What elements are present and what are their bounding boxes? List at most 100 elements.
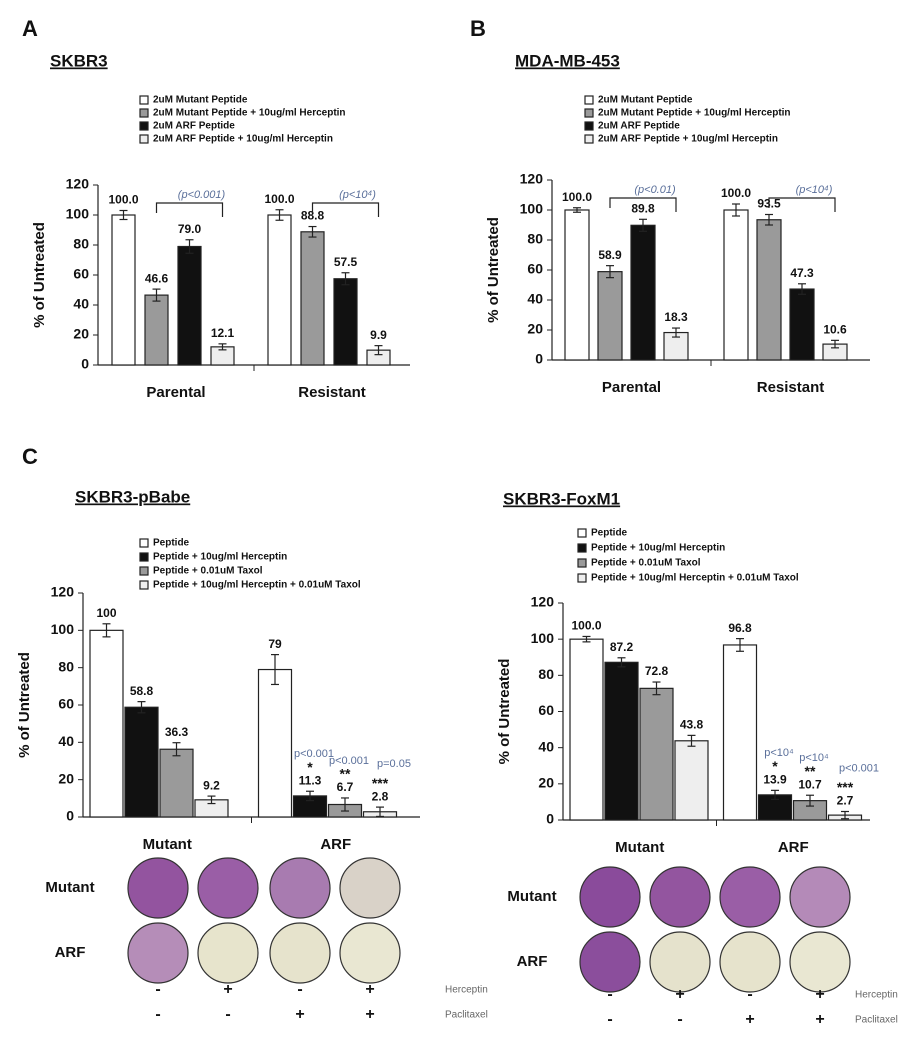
bar <box>789 288 815 361</box>
y-tick-label: 100 <box>531 630 555 646</box>
bar <box>267 214 292 366</box>
bar <box>756 219 782 361</box>
p-value: (p<0.001) <box>178 189 226 201</box>
treatment-sign: + <box>295 1006 304 1023</box>
legend-label: Peptide + 0.01uM Taxol <box>153 566 263 577</box>
x-tick-label: ARF <box>320 836 351 853</box>
y-axis-label: % of Untreated <box>485 217 502 323</box>
row-label: Mutant <box>507 888 556 905</box>
bar <box>723 209 749 361</box>
legend-swatch <box>139 566 149 576</box>
legend-label: 2uM ARF Peptide <box>598 121 680 132</box>
value-label: 11.3 <box>299 773 322 787</box>
bar <box>674 740 709 821</box>
y-tick-label: 40 <box>73 296 89 312</box>
legend-swatch <box>577 543 587 553</box>
legend-label: 2uM Mutant Peptide <box>598 95 693 106</box>
bar <box>630 224 656 361</box>
value-label: 57.5 <box>334 255 358 269</box>
value-label: 100.0 <box>264 192 294 206</box>
colony-well <box>269 857 331 919</box>
colony-well <box>269 922 331 984</box>
bar <box>333 278 358 366</box>
significance-stars: *** <box>372 775 389 791</box>
y-tick-label: 0 <box>81 356 89 372</box>
colony-well <box>579 866 641 928</box>
bar <box>564 209 590 361</box>
y-tick-label: 100 <box>66 206 90 222</box>
bar <box>177 245 202 366</box>
significance-stars: * <box>307 759 313 775</box>
legend-label: 2uM ARF Peptide <box>153 121 235 132</box>
bar <box>722 644 758 821</box>
colony-well <box>789 931 851 993</box>
y-tick-label: 80 <box>538 666 554 682</box>
row-label: ARF <box>55 944 86 961</box>
value-label: 79.0 <box>178 222 202 236</box>
legend-label: 2uM ARF Peptide + 10ug/ml Herceptin <box>153 134 333 145</box>
value-label: 100.0 <box>562 190 592 204</box>
panel-label: C <box>22 444 38 469</box>
treatment-name: Herceptin <box>855 990 898 1001</box>
legend-swatch <box>584 134 594 144</box>
bar <box>604 661 639 821</box>
legend-swatch <box>584 95 594 105</box>
p-value: (p<10⁴) <box>796 184 833 196</box>
treatment-name: Herceptin <box>445 985 488 996</box>
p-value: p<0.001 <box>294 748 334 760</box>
significance-stars: ** <box>340 766 351 782</box>
legend-label: 2uM ARF Peptide + 10ug/ml Herceptin <box>598 134 778 145</box>
legend-label: Peptide + 10ug/ml Herceptin + 0.01uM Tax… <box>153 580 361 591</box>
value-label: 89.8 <box>631 201 655 215</box>
treatment-name: Paclitaxel <box>445 1010 488 1021</box>
bar <box>257 668 293 818</box>
y-tick-label: 120 <box>66 176 90 192</box>
legend-swatch <box>584 108 594 118</box>
y-tick-label: 80 <box>527 231 543 247</box>
legend-label: Peptide <box>153 538 190 549</box>
panel-label: A <box>22 16 38 41</box>
y-tick-label: 60 <box>58 696 74 712</box>
colony-well <box>719 866 781 928</box>
value-label: 10.6 <box>823 323 847 337</box>
y-tick-label: 40 <box>527 291 543 307</box>
y-tick-label: 60 <box>527 261 543 277</box>
legend-label: Peptide + 10ug/ml Herceptin <box>591 543 725 554</box>
value-label: 96.8 <box>728 621 752 635</box>
x-tick-label: Parental <box>602 379 661 396</box>
y-tick-label: 40 <box>538 738 554 754</box>
y-tick-label: 80 <box>73 236 89 252</box>
y-tick-label: 120 <box>531 594 555 610</box>
value-label: 18.3 <box>664 310 688 324</box>
value-label: 100.0 <box>108 193 138 207</box>
legend-swatch <box>577 528 587 538</box>
chart-title: SKBR3-pBabe <box>75 487 190 506</box>
legend-label: 2uM Mutant Peptide + 10ug/ml Herceptin <box>153 108 346 119</box>
y-tick-label: 0 <box>535 351 543 367</box>
value-label: 6.7 <box>337 780 354 794</box>
bar <box>159 748 194 818</box>
colony-well <box>127 857 189 919</box>
value-label: 58.8 <box>130 684 154 698</box>
value-label: 9.2 <box>203 778 220 792</box>
treatment-sign: - <box>155 981 160 998</box>
value-label: 9.9 <box>370 328 387 342</box>
treatment-sign: - <box>607 986 612 1003</box>
legend-swatch <box>139 134 149 144</box>
treatment-sign: - <box>607 1011 612 1028</box>
p-value: p<0.001 <box>839 762 879 774</box>
legend-swatch <box>139 538 149 548</box>
chart-title: SKBR3-FoxM1 <box>503 489 620 508</box>
y-tick-label: 20 <box>58 770 74 786</box>
y-tick-label: 60 <box>538 702 554 718</box>
x-tick-label: Mutant <box>143 836 192 853</box>
chart-title: SKBR3 <box>50 51 108 70</box>
significance-bracket <box>155 202 224 217</box>
y-tick-label: 40 <box>58 733 74 749</box>
y-tick-label: 20 <box>538 775 554 791</box>
y-tick-label: 120 <box>51 584 75 600</box>
bar <box>569 638 604 821</box>
colony-well <box>579 931 641 993</box>
treatment-sign: - <box>225 1006 230 1023</box>
legend-swatch <box>139 552 149 562</box>
